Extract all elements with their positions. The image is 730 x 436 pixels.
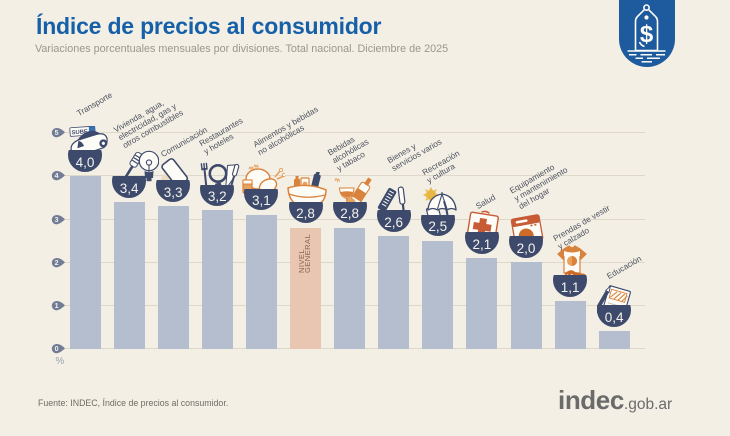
- svg-text:$: $: [640, 21, 654, 48]
- svg-text:SUBE: SUBE: [71, 129, 88, 136]
- svg-text:4: 4: [55, 173, 59, 180]
- svg-text:5: 5: [55, 130, 59, 137]
- svg-text:2: 2: [55, 260, 59, 267]
- svg-text:0: 0: [55, 346, 59, 353]
- svg-text:3: 3: [55, 217, 59, 224]
- svg-text:1: 1: [55, 303, 59, 310]
